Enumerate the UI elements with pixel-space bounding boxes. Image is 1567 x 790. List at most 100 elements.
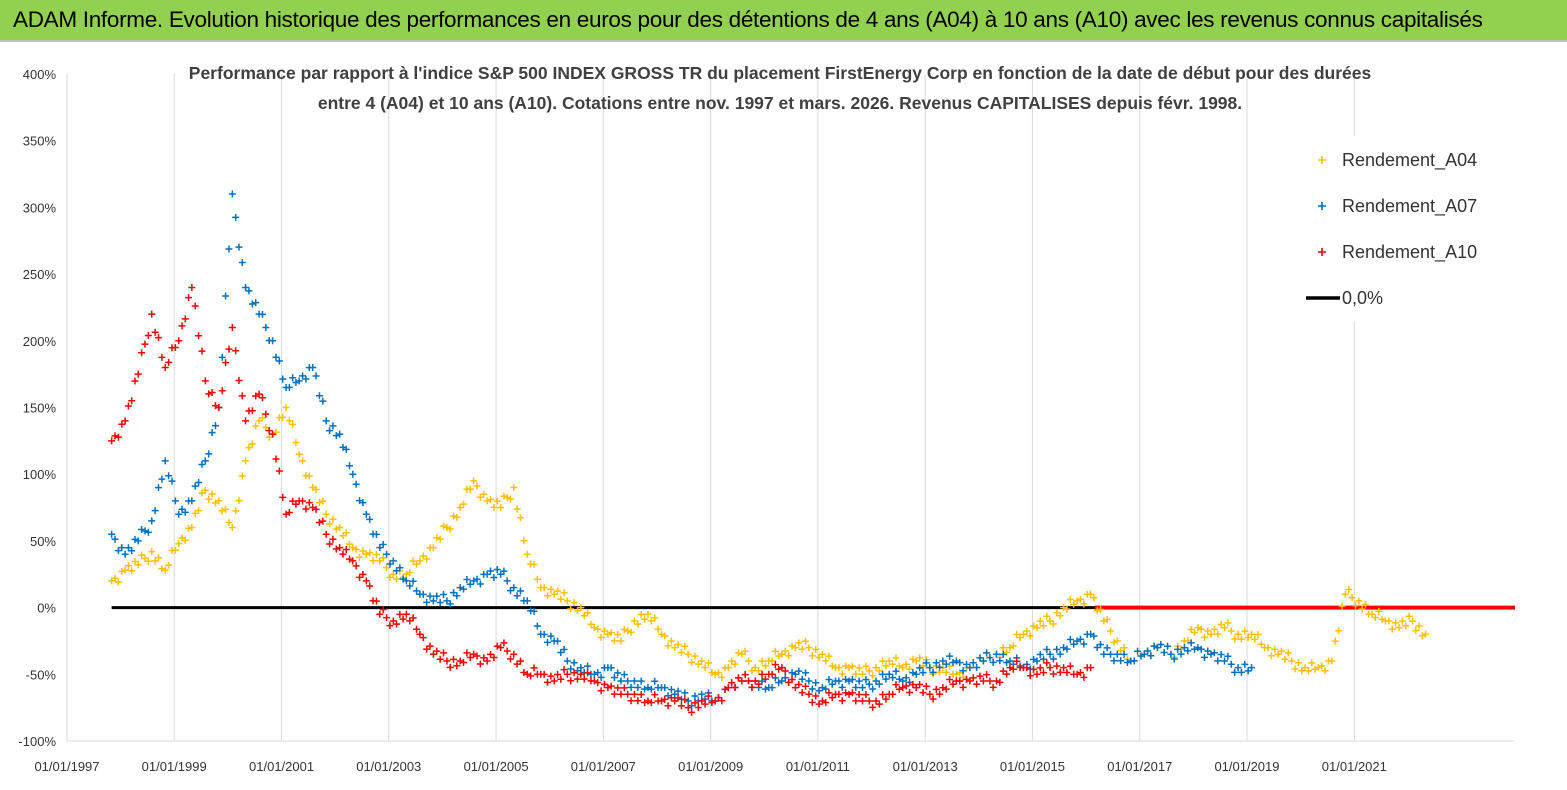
data-point [1073, 597, 1081, 605]
interp-point [986, 677, 994, 685]
interp-point [211, 422, 219, 430]
interp-point [919, 669, 927, 677]
data-point [939, 657, 947, 665]
interp-point [352, 480, 360, 488]
interp-point [1388, 625, 1396, 633]
interp-point [567, 605, 575, 613]
interp-point [895, 662, 903, 670]
data-point [429, 544, 437, 552]
interp-point [138, 525, 146, 533]
interp-point [372, 597, 380, 605]
interp-point [889, 690, 897, 698]
interp-point [245, 287, 253, 295]
interp-point [973, 663, 981, 671]
interp-point [520, 537, 528, 545]
x-tick-label: 01/01/1999 [142, 759, 207, 774]
interp-point [513, 505, 521, 513]
interp-point [366, 582, 374, 590]
interp-point [423, 598, 431, 606]
data-point [121, 550, 129, 558]
data-point [1221, 657, 1229, 665]
interp-point [1214, 657, 1222, 665]
interp-point [869, 703, 877, 711]
data-point [859, 670, 867, 678]
interp-point [436, 599, 444, 607]
interp-point [503, 647, 511, 655]
interp-point [1066, 635, 1074, 643]
data-point [738, 677, 746, 685]
interp-point [500, 492, 508, 500]
interp-point [1043, 612, 1051, 620]
data-point [215, 497, 223, 505]
data-point [899, 677, 907, 685]
data-point [402, 610, 410, 618]
interp-point [158, 475, 166, 483]
interp-point [1013, 657, 1021, 665]
interp-point [557, 595, 565, 603]
data-point [1408, 617, 1416, 625]
interp-point [423, 555, 431, 563]
data-point [671, 690, 679, 698]
data-point [269, 337, 277, 345]
data-point [161, 566, 169, 574]
interp-point [812, 679, 820, 687]
interp-point [473, 575, 481, 583]
interp-point [1009, 665, 1017, 673]
interp-point [292, 500, 300, 508]
interp-point [1066, 595, 1074, 603]
data-point [1207, 630, 1215, 638]
interp-point [315, 498, 323, 506]
x-tick-label: 01/01/2019 [1214, 759, 1279, 774]
data-point [389, 570, 397, 578]
data-point [108, 530, 116, 538]
interp-point [1103, 644, 1111, 652]
interp-point [359, 499, 367, 507]
interp-point [969, 659, 977, 667]
x-tick-label: 01/01/2015 [1000, 759, 1065, 774]
interp-point [919, 689, 927, 697]
data-point [1301, 664, 1309, 672]
interp-point [205, 450, 213, 458]
data-point [698, 690, 706, 698]
interp-point [312, 485, 320, 493]
interp-point [540, 670, 548, 678]
data-point [845, 677, 853, 685]
interp-point [584, 609, 592, 617]
interp-point [775, 652, 783, 660]
interp-point [436, 535, 444, 543]
interp-point [1385, 617, 1393, 625]
data-point [724, 664, 732, 672]
x-tick-label: 01/01/2009 [678, 759, 743, 774]
interp-point [855, 691, 863, 699]
interp-point [909, 669, 917, 677]
interp-point [463, 575, 471, 583]
interp-point [594, 679, 602, 687]
interp-point [222, 359, 230, 367]
interp-point [191, 302, 199, 310]
interp-point [396, 564, 404, 572]
interp-point [745, 657, 753, 665]
x-tick-label: 01/01/1997 [34, 759, 99, 774]
interp-point [798, 689, 806, 697]
interp-point [634, 683, 642, 691]
data-point [979, 657, 987, 665]
interp-point [852, 684, 860, 692]
interp-point [1076, 669, 1084, 677]
interp-point [637, 677, 645, 685]
interp-point [852, 697, 860, 705]
interp-point [547, 632, 555, 640]
data-point [1006, 664, 1014, 672]
interp-point [879, 670, 887, 678]
interp-point [185, 524, 193, 532]
interp-point [996, 657, 1004, 665]
interp-point [1210, 625, 1218, 633]
interp-point [1097, 605, 1104, 613]
interp-point [131, 535, 139, 543]
interp-point [734, 649, 742, 657]
interp-point [506, 495, 514, 503]
interp-point [667, 637, 675, 645]
interp-point [554, 587, 562, 595]
interp-point [959, 683, 967, 691]
interp-point [533, 622, 541, 630]
series-group [108, 190, 1430, 716]
